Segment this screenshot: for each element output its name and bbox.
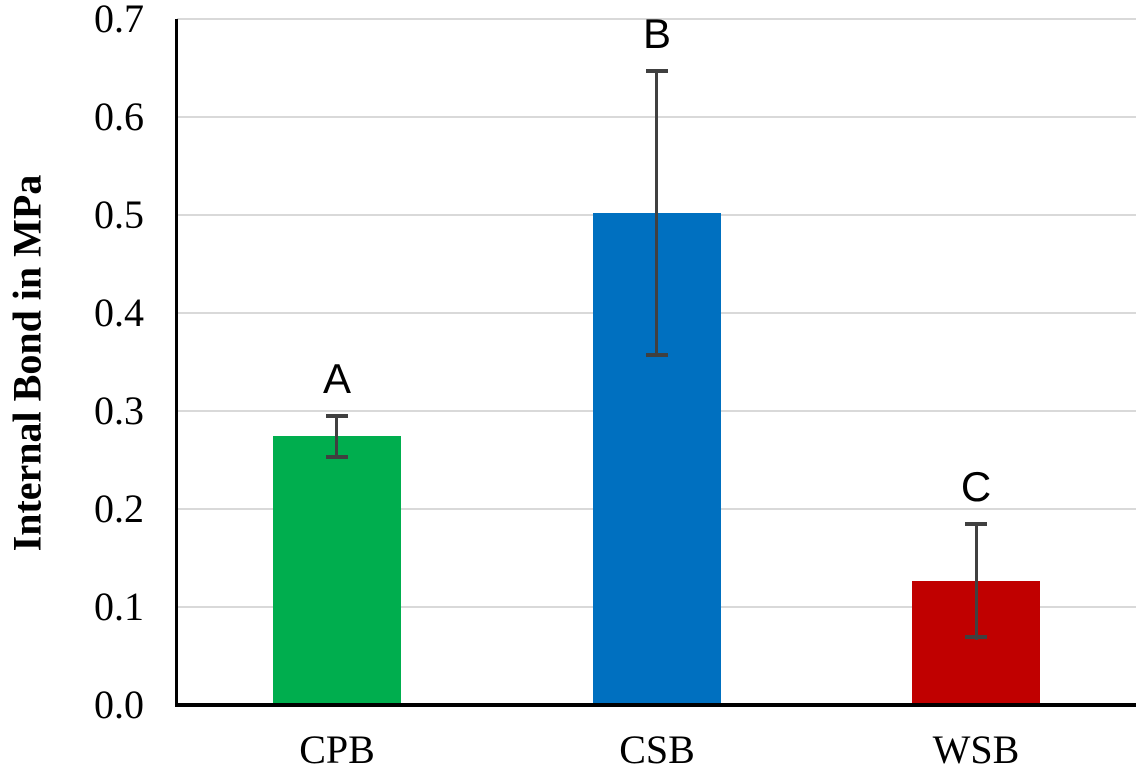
y-tick-label: 0.1	[94, 584, 144, 629]
y-tick-label: 0.6	[94, 94, 144, 139]
error-bar-cap	[646, 69, 668, 73]
gridline	[177, 18, 1136, 20]
y-tick-label: 0.5	[94, 192, 144, 237]
y-tick-label: 0.0	[94, 682, 144, 727]
bar	[273, 436, 401, 705]
error-bar-cap	[646, 353, 668, 357]
error-bar-cap	[965, 522, 987, 526]
error-bar-cap	[326, 414, 348, 418]
error-bar-cap	[965, 635, 987, 639]
error-bar	[655, 69, 658, 357]
sig-letter: A	[322, 355, 351, 402]
error-bar	[335, 414, 338, 459]
y-axis-title: Internal Bond in MPa	[4, 174, 50, 552]
x-axis-line	[175, 703, 1136, 707]
y-tick-label: 0.4	[94, 290, 144, 335]
y-tick-label: 0.2	[94, 486, 144, 531]
x-category-label: CPB	[299, 727, 375, 771]
error-bar	[975, 522, 978, 640]
y-tick-label: 0.7	[94, 0, 144, 41]
error-bar-cap	[326, 455, 348, 459]
x-category-label: WSB	[932, 727, 1020, 771]
x-category-label: CSB	[619, 727, 695, 771]
y-tick-label: 0.3	[94, 388, 144, 433]
y-axis-line	[175, 19, 178, 707]
sig-letter: C	[960, 463, 992, 510]
sig-letter: B	[642, 10, 671, 57]
